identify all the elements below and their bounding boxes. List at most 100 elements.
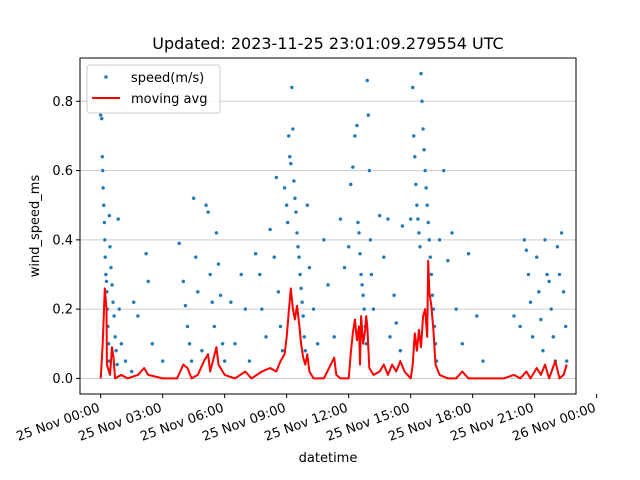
speed-point xyxy=(232,341,238,347)
speed-point xyxy=(303,348,308,353)
speed-point xyxy=(416,230,422,236)
speed-point xyxy=(301,334,307,340)
speed-point xyxy=(411,133,417,139)
speed-point xyxy=(295,244,301,250)
speed-point xyxy=(100,185,106,191)
speed-point xyxy=(540,348,546,353)
speed-point xyxy=(544,272,550,277)
speed-point xyxy=(112,334,118,340)
speed-point xyxy=(359,282,365,288)
speed-point xyxy=(129,369,134,374)
speed-point xyxy=(449,230,455,236)
speed-point xyxy=(272,254,277,260)
speed-point xyxy=(299,299,305,305)
legend-speed-marker xyxy=(104,75,108,79)
speed-point xyxy=(294,230,300,236)
speed-point xyxy=(342,265,347,270)
speed-point xyxy=(101,202,107,208)
speed-point xyxy=(460,341,465,347)
speed-point xyxy=(305,202,310,208)
speed-point xyxy=(368,237,373,243)
speed-point xyxy=(119,341,124,347)
speed-point xyxy=(325,282,331,288)
speed-point xyxy=(350,164,356,170)
speed-point xyxy=(428,254,433,260)
speed-point xyxy=(410,85,415,90)
speed-point xyxy=(257,272,263,277)
speed-point xyxy=(102,237,108,243)
speed-point xyxy=(367,168,372,173)
speed-point xyxy=(135,313,141,319)
speed-point xyxy=(400,223,405,229)
speed-point xyxy=(421,147,427,153)
speed-point xyxy=(564,358,569,364)
y-tick-label: 0.8 xyxy=(52,95,73,110)
speed-point xyxy=(212,324,217,329)
y-tick-label: 0.0 xyxy=(52,372,73,387)
speed-point xyxy=(427,237,432,243)
speed-point xyxy=(419,99,425,104)
speed-point xyxy=(387,334,393,340)
speed-point xyxy=(385,216,391,222)
speed-point xyxy=(228,299,234,305)
speed-point xyxy=(278,324,283,329)
speed-point xyxy=(365,78,370,83)
speed-point xyxy=(289,85,295,90)
legend-speed-label: speed(m/s) xyxy=(131,71,204,86)
speed-point xyxy=(117,306,122,312)
speed-point xyxy=(524,247,529,253)
speed-point xyxy=(104,279,109,284)
speed-point xyxy=(216,261,221,267)
speed-point xyxy=(176,241,182,246)
speed-point xyxy=(107,213,112,218)
y-tick-label: 0.4 xyxy=(52,233,73,248)
moving-avg-series xyxy=(99,259,568,380)
speed-point xyxy=(352,133,358,139)
speed-point xyxy=(187,341,192,347)
speed-point xyxy=(522,237,527,243)
speed-point xyxy=(185,324,190,329)
speed-point xyxy=(205,209,211,215)
x-axis-label: datetime xyxy=(299,451,358,466)
speed-point xyxy=(418,71,424,76)
legend-moving-avg-label: moving avg xyxy=(131,92,207,107)
legend: speed(m/s) moving avg xyxy=(86,64,221,114)
speed-point xyxy=(361,306,367,312)
speed-point xyxy=(259,306,265,312)
speed-point xyxy=(536,289,542,295)
y-axis-ticks: 0.0 0.2 0.4 0.6 0.8 xyxy=(52,95,80,387)
speed-point xyxy=(123,358,128,364)
speed-point xyxy=(284,202,289,208)
speed-point xyxy=(267,227,273,232)
speed-point xyxy=(253,251,258,256)
legend-box xyxy=(86,64,221,114)
speed-point xyxy=(557,272,562,277)
speed-point xyxy=(480,358,486,364)
speed-point xyxy=(398,348,403,353)
speed-point xyxy=(542,237,548,243)
speed-point xyxy=(360,293,366,298)
speed-point xyxy=(331,334,337,340)
speed-point xyxy=(199,348,205,353)
speed-point xyxy=(408,216,413,222)
speed-point xyxy=(207,272,213,277)
speed-point xyxy=(424,202,430,208)
speed-point xyxy=(145,279,151,284)
speed-point xyxy=(222,358,227,364)
speed-point xyxy=(526,272,531,277)
speed-point xyxy=(538,317,544,322)
speed-point xyxy=(474,313,480,319)
speed-point xyxy=(422,168,428,173)
speed-point xyxy=(355,220,361,225)
speed-point xyxy=(189,358,194,364)
speed-point xyxy=(412,154,418,159)
speed-point xyxy=(561,289,566,295)
speed-point xyxy=(559,230,564,236)
speed-point xyxy=(110,299,116,305)
speed-point xyxy=(111,313,117,319)
y-tick-label: 0.6 xyxy=(52,164,73,179)
speed-point xyxy=(423,185,429,191)
speed-point xyxy=(417,244,423,250)
speed-point xyxy=(425,220,431,225)
speed-point xyxy=(528,299,533,305)
